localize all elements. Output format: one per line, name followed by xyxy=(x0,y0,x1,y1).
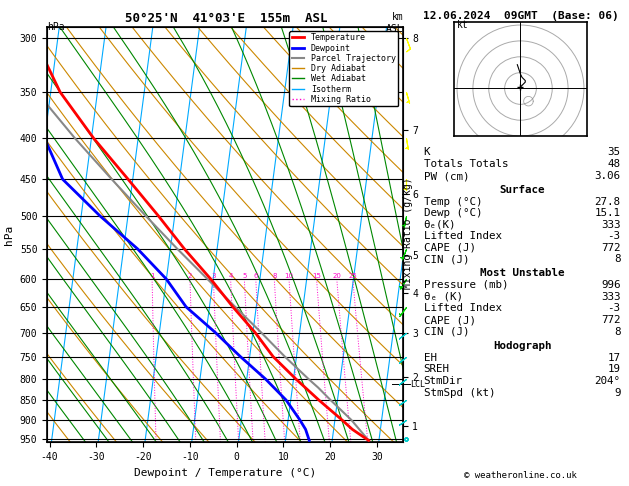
Text: K: K xyxy=(424,147,430,157)
Text: hPa: hPa xyxy=(47,22,65,32)
Text: StmDir: StmDir xyxy=(424,376,463,386)
Text: 3: 3 xyxy=(211,273,216,279)
Text: 48: 48 xyxy=(608,159,620,169)
Text: 10: 10 xyxy=(284,273,294,279)
Text: SREH: SREH xyxy=(424,364,450,374)
Text: 333: 333 xyxy=(601,292,620,302)
Text: PW (cm): PW (cm) xyxy=(424,171,469,181)
Text: 15: 15 xyxy=(312,273,321,279)
Text: θₑ (K): θₑ (K) xyxy=(424,292,463,302)
Text: 1: 1 xyxy=(150,273,154,279)
Text: Totals Totals: Totals Totals xyxy=(424,159,508,169)
Text: EH: EH xyxy=(424,353,437,363)
Text: 772: 772 xyxy=(601,315,620,325)
Text: Hodograph: Hodograph xyxy=(493,341,552,351)
Text: 17: 17 xyxy=(608,353,620,363)
Text: Most Unstable: Most Unstable xyxy=(480,268,564,278)
Text: LCL: LCL xyxy=(409,380,425,389)
Text: kt: kt xyxy=(457,20,469,30)
Text: 27.8: 27.8 xyxy=(594,197,620,207)
Y-axis label: hPa: hPa xyxy=(4,225,14,244)
Text: 50°25'N  41°03'E  155m  ASL: 50°25'N 41°03'E 155m ASL xyxy=(125,12,328,25)
Text: 9: 9 xyxy=(614,388,620,398)
Text: Mixing Ratio (g/kg): Mixing Ratio (g/kg) xyxy=(403,177,413,289)
Text: θₑ(K): θₑ(K) xyxy=(424,220,456,230)
Text: Temp (°C): Temp (°C) xyxy=(424,197,482,207)
Text: © weatheronline.co.uk: © weatheronline.co.uk xyxy=(464,471,577,480)
Text: 8: 8 xyxy=(614,327,620,337)
Text: Surface: Surface xyxy=(499,185,545,195)
Text: 5: 5 xyxy=(242,273,247,279)
Text: km
ASL: km ASL xyxy=(386,12,403,34)
Text: 25: 25 xyxy=(348,273,357,279)
Text: 772: 772 xyxy=(601,243,620,253)
Text: 333: 333 xyxy=(601,220,620,230)
Text: CIN (J): CIN (J) xyxy=(424,327,469,337)
Text: 35: 35 xyxy=(608,147,620,157)
Text: Lifted Index: Lifted Index xyxy=(424,231,502,241)
Text: 15.1: 15.1 xyxy=(594,208,620,218)
Text: 3.06: 3.06 xyxy=(594,171,620,181)
Text: Lifted Index: Lifted Index xyxy=(424,303,502,313)
Legend: Temperature, Dewpoint, Parcel Trajectory, Dry Adiabat, Wet Adiabat, Isotherm, Mi: Temperature, Dewpoint, Parcel Trajectory… xyxy=(289,31,398,106)
Text: CAPE (J): CAPE (J) xyxy=(424,315,476,325)
Text: -3: -3 xyxy=(608,231,620,241)
Text: StmSpd (kt): StmSpd (kt) xyxy=(424,388,495,398)
Text: 2: 2 xyxy=(188,273,192,279)
Text: 19: 19 xyxy=(608,364,620,374)
Text: 204°: 204° xyxy=(594,376,620,386)
Text: -3: -3 xyxy=(608,303,620,313)
Text: 20: 20 xyxy=(332,273,341,279)
Text: 8: 8 xyxy=(272,273,277,279)
Text: 8: 8 xyxy=(614,254,620,264)
Text: CIN (J): CIN (J) xyxy=(424,254,469,264)
Text: 12.06.2024  09GMT  (Base: 06): 12.06.2024 09GMT (Base: 06) xyxy=(423,11,618,21)
Text: 996: 996 xyxy=(601,280,620,290)
Text: 4: 4 xyxy=(228,273,233,279)
X-axis label: Dewpoint / Temperature (°C): Dewpoint / Temperature (°C) xyxy=(134,468,316,478)
Text: 6: 6 xyxy=(253,273,258,279)
Text: CAPE (J): CAPE (J) xyxy=(424,243,476,253)
Text: Pressure (mb): Pressure (mb) xyxy=(424,280,508,290)
Text: Dewp (°C): Dewp (°C) xyxy=(424,208,482,218)
